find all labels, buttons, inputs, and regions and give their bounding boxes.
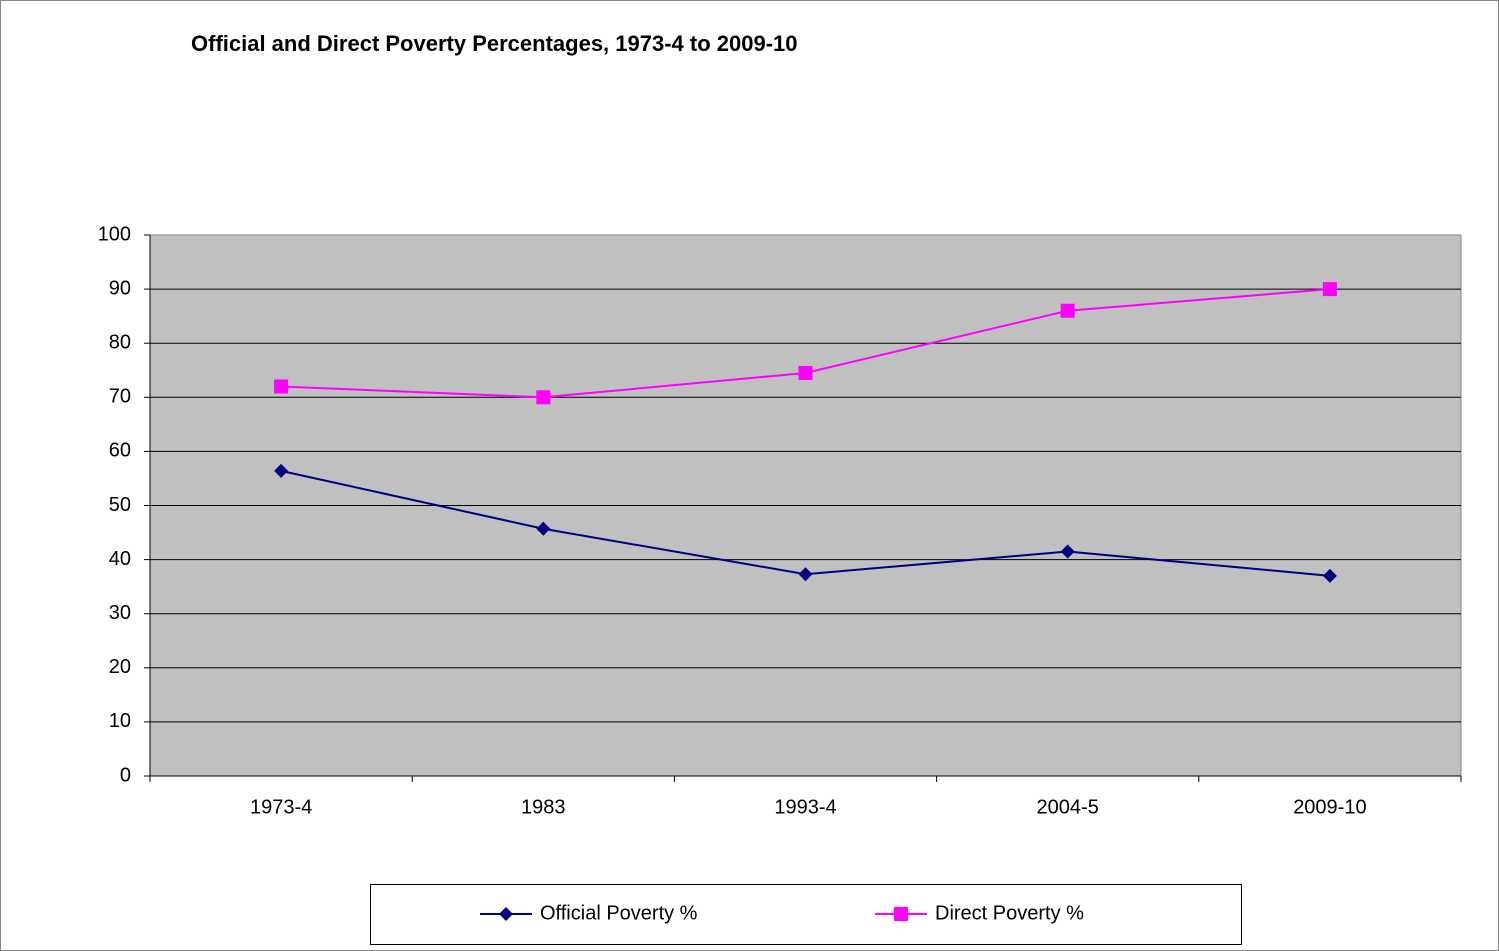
data-point xyxy=(1060,303,1075,318)
y-tick-label: 60 xyxy=(109,440,131,462)
data-point xyxy=(1060,544,1075,559)
data-point xyxy=(798,567,813,582)
chart-title: Official and Direct Poverty Percentages,… xyxy=(191,31,798,56)
y-tick-label: 30 xyxy=(109,602,131,624)
x-tick-label: 1983 xyxy=(521,796,566,818)
y-tick-label: 100 xyxy=(98,223,131,245)
legend-label: Official Poverty % xyxy=(540,902,698,924)
data-point xyxy=(798,365,813,380)
data-point xyxy=(1322,282,1337,297)
y-tick-label: 20 xyxy=(109,656,131,678)
data-point xyxy=(536,390,551,405)
x-tick-label: 2004-5 xyxy=(1037,796,1099,818)
legend-marker xyxy=(499,907,513,921)
y-tick-label: 50 xyxy=(109,494,131,516)
y-tick-label: 40 xyxy=(109,548,131,570)
data-point xyxy=(274,379,289,394)
x-tick-label: 1973-4 xyxy=(250,796,312,818)
y-tick-label: 80 xyxy=(109,331,131,353)
y-tick-label: 10 xyxy=(109,710,131,732)
y-tick-label: 70 xyxy=(109,386,131,408)
legend-label: Direct Poverty % xyxy=(935,902,1084,924)
data-point xyxy=(274,463,289,478)
y-tick-label: 0 xyxy=(120,764,131,786)
data-point xyxy=(536,521,551,536)
legend-marker xyxy=(894,907,908,921)
x-tick-label: 2009-10 xyxy=(1293,796,1366,818)
x-tick-label: 1993-4 xyxy=(774,796,836,818)
data-point xyxy=(1322,568,1337,583)
y-tick-label: 90 xyxy=(109,277,131,299)
